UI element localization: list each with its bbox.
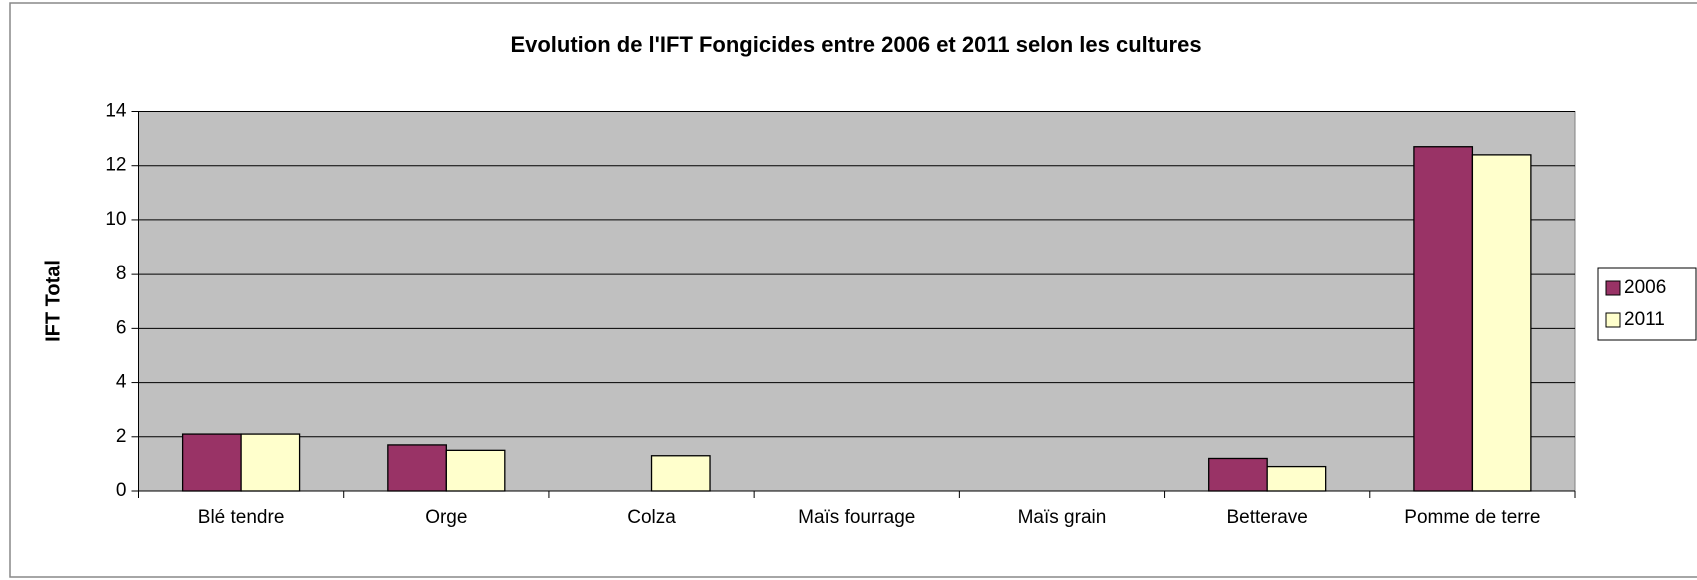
x-tick-label: Orge bbox=[425, 507, 467, 528]
bar bbox=[650, 455, 711, 492]
y-axis-label: IFT Total bbox=[42, 260, 64, 342]
y-tick-label: 12 bbox=[105, 155, 126, 176]
bar bbox=[387, 444, 447, 492]
x-tick-label: Betterave bbox=[1227, 507, 1308, 528]
x-tick-label: Maïs fourrage bbox=[798, 507, 915, 528]
plot-area bbox=[138, 111, 1576, 492]
x-tick-label: Pomme de terre bbox=[1404, 507, 1540, 528]
bar bbox=[1266, 465, 1327, 492]
legend-label: 2006 bbox=[1624, 277, 1666, 298]
y-tick-label: 10 bbox=[105, 209, 126, 230]
y-tick-label: 8 bbox=[116, 263, 127, 284]
x-tick-label: Blé tendre bbox=[198, 507, 285, 528]
x-tick-label: Maïs grain bbox=[1018, 507, 1107, 528]
bar bbox=[445, 449, 506, 492]
y-tick-label: 14 bbox=[105, 101, 127, 122]
legend-box bbox=[1597, 267, 1697, 341]
bar bbox=[1471, 154, 1532, 492]
bar bbox=[240, 433, 301, 492]
y-tick-label: 6 bbox=[116, 317, 127, 338]
y-tick-label: 2 bbox=[116, 426, 127, 447]
x-tick-label: Colza bbox=[627, 507, 676, 528]
legend-swatch bbox=[1605, 312, 1621, 328]
bar bbox=[1413, 146, 1474, 492]
legend-swatch bbox=[1605, 280, 1621, 296]
bar bbox=[1208, 457, 1268, 492]
legend-label: 2011 bbox=[1624, 309, 1665, 330]
y-tick-label: 0 bbox=[116, 480, 127, 501]
y-tick-label: 4 bbox=[116, 372, 127, 393]
chart-title: Evolution de l'IFT Fongicides entre 2006… bbox=[510, 32, 1201, 57]
bar bbox=[181, 433, 242, 492]
